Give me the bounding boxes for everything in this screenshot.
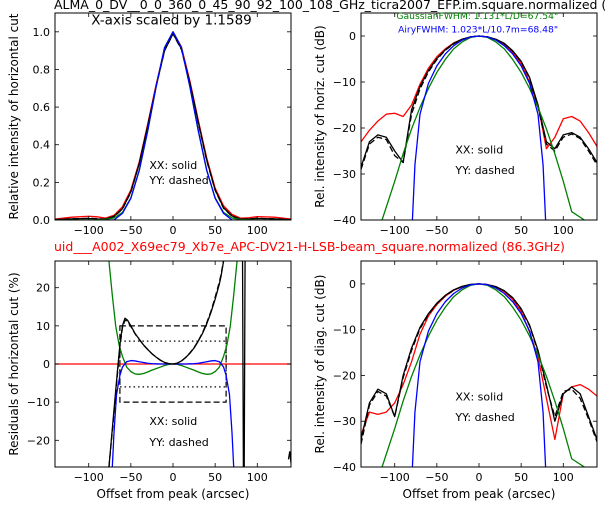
x-tick-label: 50 [514,471,528,484]
x-tick-label: −50 [425,224,448,237]
x-tick-label: 50 [208,471,222,484]
x-tick-label: 100 [247,471,268,484]
y-tick-label: 20 [36,282,50,295]
series-line-4 [411,283,547,467]
annotation-text: GaussianFWHM: 1.131*L/D=67.54" [396,11,558,22]
x-tick-label: −100 [380,224,410,237]
plot-area-bottom-left [55,261,291,467]
annotation-text: XX: solid [149,415,197,428]
suptitle-mid: uid___A002_X69ec79_Xb7e_APC-DV21-H-LSB-b… [54,239,565,254]
annotation-text: XX: solid [149,159,197,172]
x-tick-label: 0 [170,224,177,237]
y-axis-label: Relative intensity of horizontal cut [7,13,21,219]
y-tick-label: −20 [27,434,50,447]
y-axis-label: Rel. intensity of horiz. cut (dB) [313,25,327,207]
annotation-text: XX: solid [455,143,503,156]
plot-area-top-left [55,31,291,220]
plot-area-top-right [361,35,597,220]
x-tick-label: 100 [553,471,574,484]
y-axis-label: Rel. intensity of diag. cut (dB) [313,275,327,454]
y-tick-label: −10 [333,76,356,89]
y-tick-label: 0 [349,278,356,291]
x-tick-label: −50 [119,471,142,484]
y-tick-label: 0 [349,30,356,43]
x-tick-label: 100 [247,224,268,237]
y-tick-label: −20 [333,369,356,382]
y-tick-label: 0.0 [33,214,51,227]
x-axis-label: Offset from peak (arcsec) [403,487,556,501]
x-tick-label: 0 [476,224,483,237]
series-line-4 [108,261,225,467]
annotation-text: YY: dashed [454,164,514,177]
x-tick-label: 0 [170,471,177,484]
y-axis-label: Residuals of horizontal cut (%) [7,272,21,455]
y-tick-label: −40 [333,214,356,227]
series-line-5 [241,261,246,467]
chart-top-left: −100 −50 0 50 100 0.0 0.2 0.4 0.6 0.8 1.0 Relative … [7,12,292,237]
y-tick-label: 0.4 [33,139,51,152]
panels: −100 −50 0 50 1000.00.20.40.60.81.0Relative … [7,11,598,501]
y-tick-label: −30 [333,168,356,181]
y-tick-label: −30 [333,415,356,428]
annotation-text: AiryFWHM: 1.023*L/10.7m=68.48" [398,24,558,35]
y-tick-label: −40 [333,461,356,474]
x-tick-label: 100 [553,224,574,237]
x-tick-label: −50 [119,224,142,237]
y-tick-label: −20 [333,122,356,135]
series-line-4 [105,31,241,220]
y-tick-label: 0.2 [33,176,51,189]
x-tick-label: −100 [74,471,104,484]
x-tick-label: −100 [74,224,104,237]
annotation-text: YY: dashed [148,174,208,187]
y-tick-label: 0 [43,358,50,371]
annotation-text: X-axis scaled by 1.1589 [91,12,252,28]
x-axis-label: Offset from peak (arcsec) [97,487,250,501]
x-tick-label: −50 [425,471,448,484]
x-tick-label: 50 [208,224,222,237]
annotation-text: XX: solid [455,391,503,404]
suptitle-top: ALMA_0_DV__0_0_360_0_45_90_92_100_108_GH… [54,0,606,12]
series-line-4 [411,35,547,220]
y-tick-label: −10 [27,396,50,409]
annotation-text: YY: dashed [454,411,514,424]
annotation-text: YY: dashed [148,436,208,449]
x-tick-label: 50 [514,224,528,237]
x-tick-label: −100 [380,471,410,484]
y-tick-label: 10 [36,320,50,333]
y-tick-label: 1.0 [33,26,51,39]
series-line-3 [108,261,225,467]
plot-area-bottom-right [361,283,597,467]
y-tick-label: 0.6 [33,101,51,114]
y-tick-label: −10 [333,324,356,337]
y-tick-label: 0.8 [33,63,51,76]
x-tick-label: 0 [476,471,483,484]
